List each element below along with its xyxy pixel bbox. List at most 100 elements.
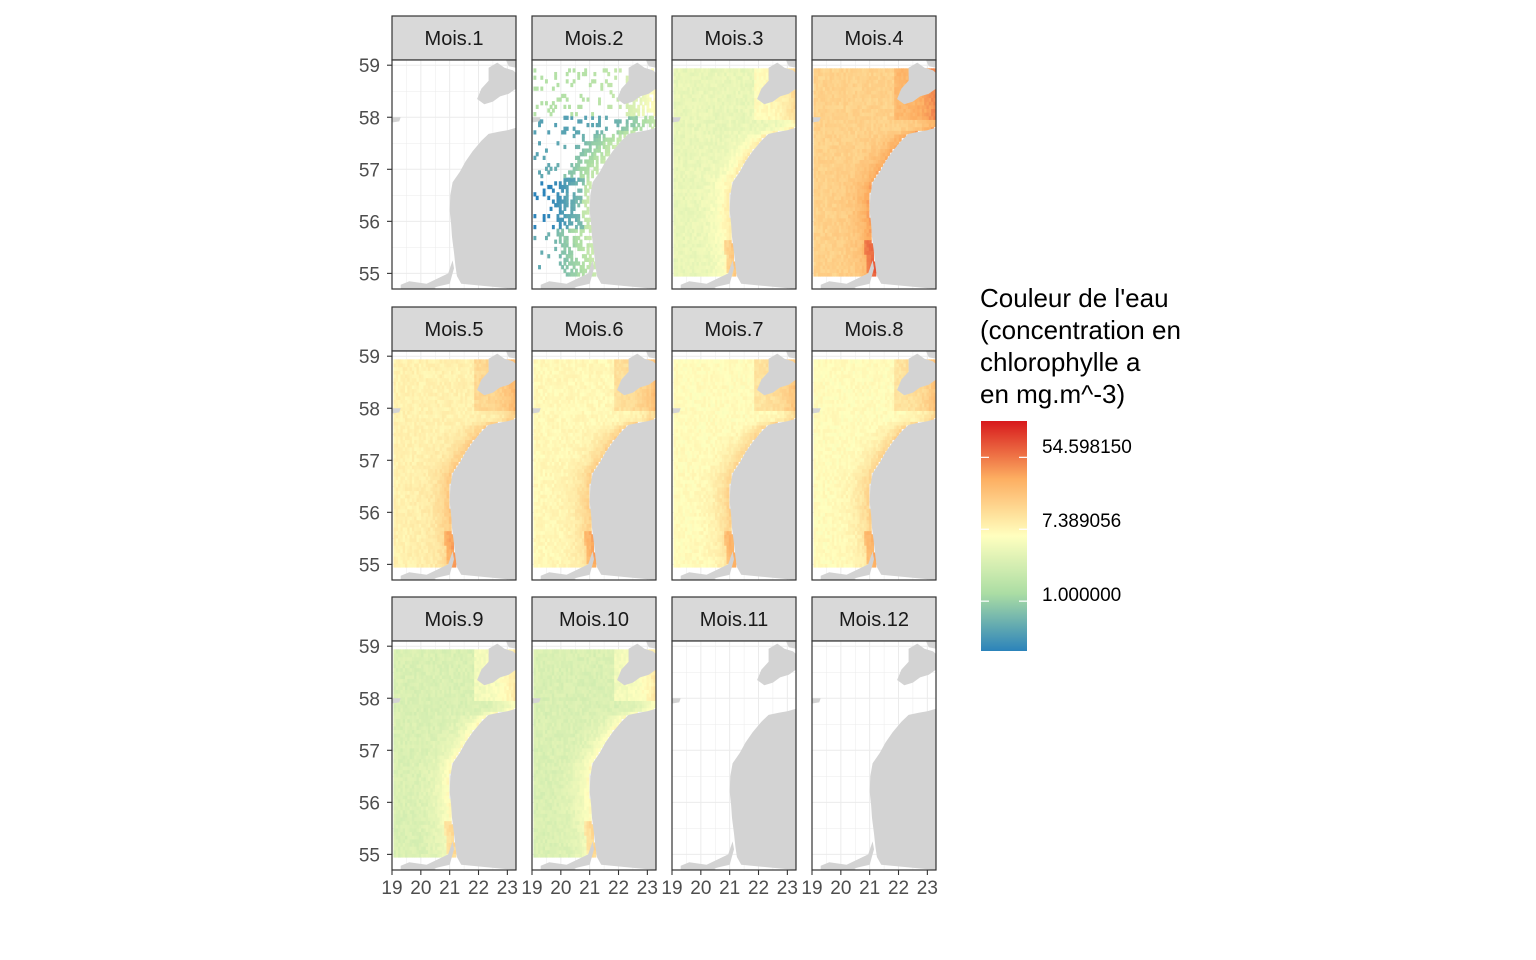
x-tick-label: 22 — [748, 878, 769, 899]
facet-strip-label: Mois.3 — [705, 28, 764, 50]
y-axes: 55 56 57 58 59 55 56 57 58 59 55 56 57 58 59 — [359, 56, 392, 866]
x-tick-label: 21 — [439, 878, 460, 899]
legend-title: Couleur de l'eau (concentration en chlor… — [980, 282, 1300, 410]
x-tick-label: 23 — [777, 878, 798, 899]
legend-colorbar — [981, 421, 1027, 651]
panel-border — [531, 350, 657, 581]
y-tick-label: 57 — [359, 451, 380, 472]
facet-panel: Mois.2 — [531, 15, 657, 290]
x-axis: 19 20 21 22 23 19 20 21 22 23 19 20 21 22 23 19 20 21 22 23 — [381, 870, 938, 899]
x-tick-label: 20 — [410, 878, 431, 899]
x-tick-label: 21 — [579, 878, 600, 899]
x-tick-label: 22 — [608, 878, 629, 899]
facet-strip — [391, 596, 517, 642]
facet-panel: Mois.3 — [671, 15, 797, 290]
facet-panel: Mois.4 — [811, 15, 937, 290]
x-tick-label: 19 — [381, 878, 402, 899]
land-mask — [812, 641, 936, 870]
y-tick-label: 59 — [359, 56, 380, 77]
facet-strip-label: Mois.11 — [700, 609, 769, 631]
panel-border — [391, 59, 517, 290]
chlorophyll-raster — [813, 359, 936, 568]
panel-border — [391, 640, 517, 871]
facet-panel: Mois.11 — [671, 596, 797, 871]
x-tick-label: 22 — [468, 878, 489, 899]
panel-border — [671, 350, 797, 581]
facet-panel: Mois.9 — [391, 596, 517, 871]
chlorophyll-raster — [533, 68, 656, 277]
facet-panel: Mois.6 — [531, 306, 657, 581]
y-tick-label: 56 — [359, 503, 380, 524]
y-tick-label: 57 — [359, 160, 380, 181]
facet-strip — [811, 306, 937, 352]
y-tick-label: 55 — [359, 845, 380, 866]
facet-strip — [391, 15, 517, 61]
facet-strip — [671, 15, 797, 61]
facet-strip-label: Mois.7 — [705, 319, 764, 341]
y-tick-label: 56 — [359, 212, 380, 233]
x-tick-label: 19 — [521, 878, 542, 899]
land-mask — [392, 60, 516, 289]
land-mask — [812, 60, 936, 289]
facet-panel: Mois.12 — [811, 596, 937, 871]
y-tick-label: 55 — [359, 555, 380, 576]
panel-border — [811, 350, 937, 581]
x-tick-label: 23 — [917, 878, 938, 899]
land-mask — [812, 351, 936, 580]
legend-label: 1.000000 — [1042, 585, 1122, 606]
x-tick-label: 23 — [637, 878, 658, 899]
land-mask — [672, 641, 796, 870]
facet-strip — [671, 306, 797, 352]
facet-strip — [811, 15, 937, 61]
panel-border — [531, 640, 657, 871]
y-tick-label: 57 — [359, 741, 380, 762]
panel-border — [531, 59, 657, 290]
x-tick-label: 23 — [497, 878, 518, 899]
x-tick-label: 21 — [719, 878, 740, 899]
x-tick-label: 21 — [859, 878, 880, 899]
legend-title-line: en mg.m^-3) — [980, 379, 1126, 409]
panel-border — [811, 640, 937, 871]
facet-strip-label: Mois.9 — [425, 609, 484, 631]
facet-strip-label: Mois.8 — [845, 319, 904, 341]
panel-border — [391, 350, 517, 581]
color-legend: Couleur de l'eau (concentration en chlor… — [980, 282, 1300, 662]
land-mask — [532, 641, 656, 870]
facet-strip-label: Mois.6 — [565, 319, 624, 341]
chlorophyll-raster — [533, 649, 656, 858]
x-tick-label: 20 — [690, 878, 711, 899]
chlorophyll-raster — [813, 68, 936, 277]
facet-strip-label: Mois.4 — [845, 28, 904, 50]
y-tick-label: 56 — [359, 793, 380, 814]
facet-panel: Mois.10 — [531, 596, 657, 871]
facet-strip-label: Mois.5 — [425, 319, 484, 341]
chlorophyll-raster — [673, 68, 796, 277]
legend-title-line: (concentration en — [980, 315, 1181, 345]
facet-strip — [811, 596, 937, 642]
legend-label: 54.598150 — [1042, 437, 1132, 458]
facet-strip-label: Mois.2 — [565, 28, 624, 50]
land-mask — [672, 60, 796, 289]
legend-title-line: Couleur de l'eau — [980, 283, 1169, 313]
land-mask — [392, 351, 516, 580]
y-tick-label: 59 — [359, 347, 380, 368]
facet-strip-label: Mois.10 — [559, 609, 629, 631]
x-tick-label: 20 — [550, 878, 571, 899]
x-tick-label: 22 — [888, 878, 909, 899]
facet-strip-label: Mois.1 — [425, 28, 484, 50]
legend-title-line: chlorophylle a — [980, 347, 1141, 377]
chlorophyll-raster — [673, 359, 796, 568]
facet-panel: Mois.8 — [811, 306, 937, 581]
facet-strip — [531, 306, 657, 352]
facet-panel: Mois.7 — [671, 306, 797, 581]
y-tick-label: 55 — [359, 264, 380, 285]
land-mask — [532, 60, 656, 289]
legend-label: 7.389056 — [1042, 511, 1122, 532]
facet-panel: Mois.1 — [391, 15, 517, 290]
facet-strip-label: Mois.12 — [839, 609, 909, 631]
y-tick-label: 59 — [359, 637, 380, 658]
panel-border — [671, 640, 797, 871]
facet-strip — [391, 306, 517, 352]
y-tick-label: 58 — [359, 108, 380, 129]
